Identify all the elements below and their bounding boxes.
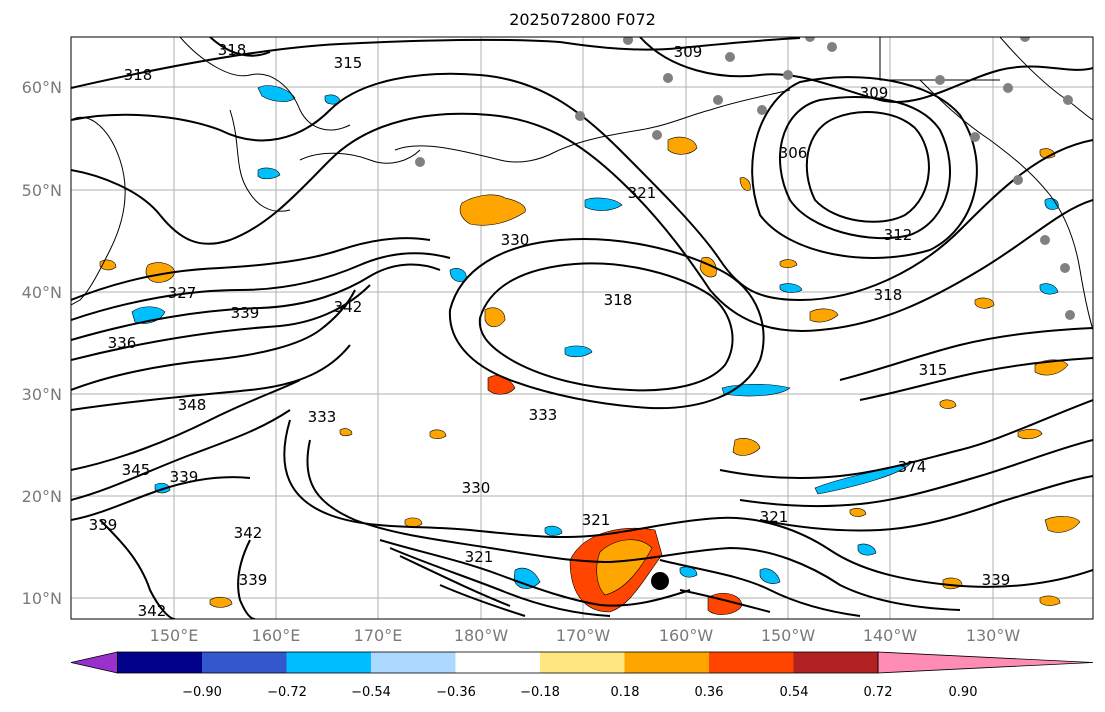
lon-label: 140°W [863, 626, 918, 645]
lat-label: 60°N [22, 78, 62, 97]
contour-label: 339 [170, 468, 199, 486]
contour-label: 330 [462, 479, 491, 497]
colorbar-segment [793, 652, 878, 673]
colorbar-tick-label: −0.36 [436, 685, 476, 700]
colorbar-tick-label: −0.54 [351, 685, 391, 700]
colorbar-outline [117, 651, 879, 674]
contour-label: 321 [760, 508, 789, 526]
contour-label: 339 [231, 304, 260, 322]
colorbar-tick-label: −0.90 [182, 685, 222, 700]
contour-label: 315 [919, 361, 948, 379]
contour-label: 330 [501, 231, 530, 249]
colorbar-tick-label: 0.36 [695, 685, 724, 700]
colorbar-segment [202, 652, 287, 673]
contour-label: 333 [308, 408, 337, 426]
contour-label: 374 [898, 458, 927, 476]
contour-label: 342 [234, 524, 263, 542]
contour-label: 339 [89, 516, 118, 534]
contour-label: 306 [779, 144, 808, 162]
contour-label: 309 [860, 84, 889, 102]
colorbar-tick-label: 0.72 [864, 685, 893, 700]
contour-label: 339 [239, 571, 268, 589]
lon-label: 150°W [761, 626, 816, 645]
colorbar [70, 651, 1094, 674]
lat-label: 40°N [22, 283, 62, 302]
lat-label: 20°N [22, 487, 62, 506]
contour-label: 321 [582, 511, 611, 529]
contour-label: 342 [138, 602, 167, 620]
coastlines [71, 37, 1093, 331]
colorbar-tick-label: 0.54 [780, 685, 809, 700]
contour-label: 321 [628, 184, 657, 202]
lat-label: 50°N [22, 181, 62, 200]
contour-label: 333 [529, 406, 558, 424]
plot-frame [70, 36, 1094, 620]
contour-label: 312 [884, 226, 913, 244]
station-markers [415, 37, 1075, 320]
lat-label: 10°N [22, 589, 62, 608]
contour-label: 342 [334, 298, 363, 316]
colorbar-extend-high [877, 651, 1094, 674]
contour-label: 348 [178, 396, 207, 414]
lon-label: 160°W [659, 626, 714, 645]
lon-label: 150°E [150, 626, 199, 645]
contour-label: 318 [218, 41, 247, 59]
lon-label: 130°W [966, 626, 1021, 645]
colorbar-segment [371, 652, 456, 673]
colorbar-segment [117, 652, 202, 673]
storm-center-marker [651, 572, 669, 590]
contour-label: 327 [168, 284, 197, 302]
contour-label: 315 [334, 54, 363, 72]
contour-label: 318 [874, 286, 903, 304]
colorbar-segment [540, 652, 625, 673]
colorbar-segment [455, 652, 540, 673]
lat-label: 30°N [22, 385, 62, 404]
lon-label: 180°W [454, 626, 509, 645]
latitude-labels: 60°N 50°N 40°N 30°N 20°N 10°N [22, 78, 62, 608]
plot-area [71, 37, 1093, 619]
height-contours [71, 37, 1093, 619]
colorbar-tick-label: −0.18 [520, 685, 560, 700]
contour-labels: 318 318 315 309 309 306 312 318 321 330 … [89, 41, 1011, 620]
colorbar-extend-low [70, 651, 118, 674]
contour-label: 336 [108, 334, 137, 352]
lon-label: 160°E [252, 626, 301, 645]
lon-label: 170°E [354, 626, 403, 645]
contour-label: 309 [674, 43, 703, 61]
colorbar-tick-label: −0.72 [267, 685, 307, 700]
colorbar-segment [286, 652, 371, 673]
map-title: 2025072800 F072 [509, 10, 656, 29]
contour-label: 318 [604, 291, 633, 309]
longitude-labels: 150°E 160°E 170°E 180°W 170°W 160°W 150°… [150, 626, 1021, 645]
contour-label: 321 [465, 548, 494, 566]
colorbar-tick-labels: −0.90 −0.72 −0.54 −0.36 −0.18 0.18 0.36 … [182, 685, 977, 700]
colorbar-segment [624, 652, 709, 673]
colorbar-segment [709, 652, 794, 673]
colorbar-tick-label: 0.90 [949, 685, 978, 700]
contour-label: 318 [124, 66, 153, 84]
contour-label: 339 [982, 571, 1011, 589]
contour-label: 345 [122, 461, 151, 479]
colorbar-tick-label: 0.18 [611, 685, 640, 700]
lon-label: 170°W [556, 626, 611, 645]
